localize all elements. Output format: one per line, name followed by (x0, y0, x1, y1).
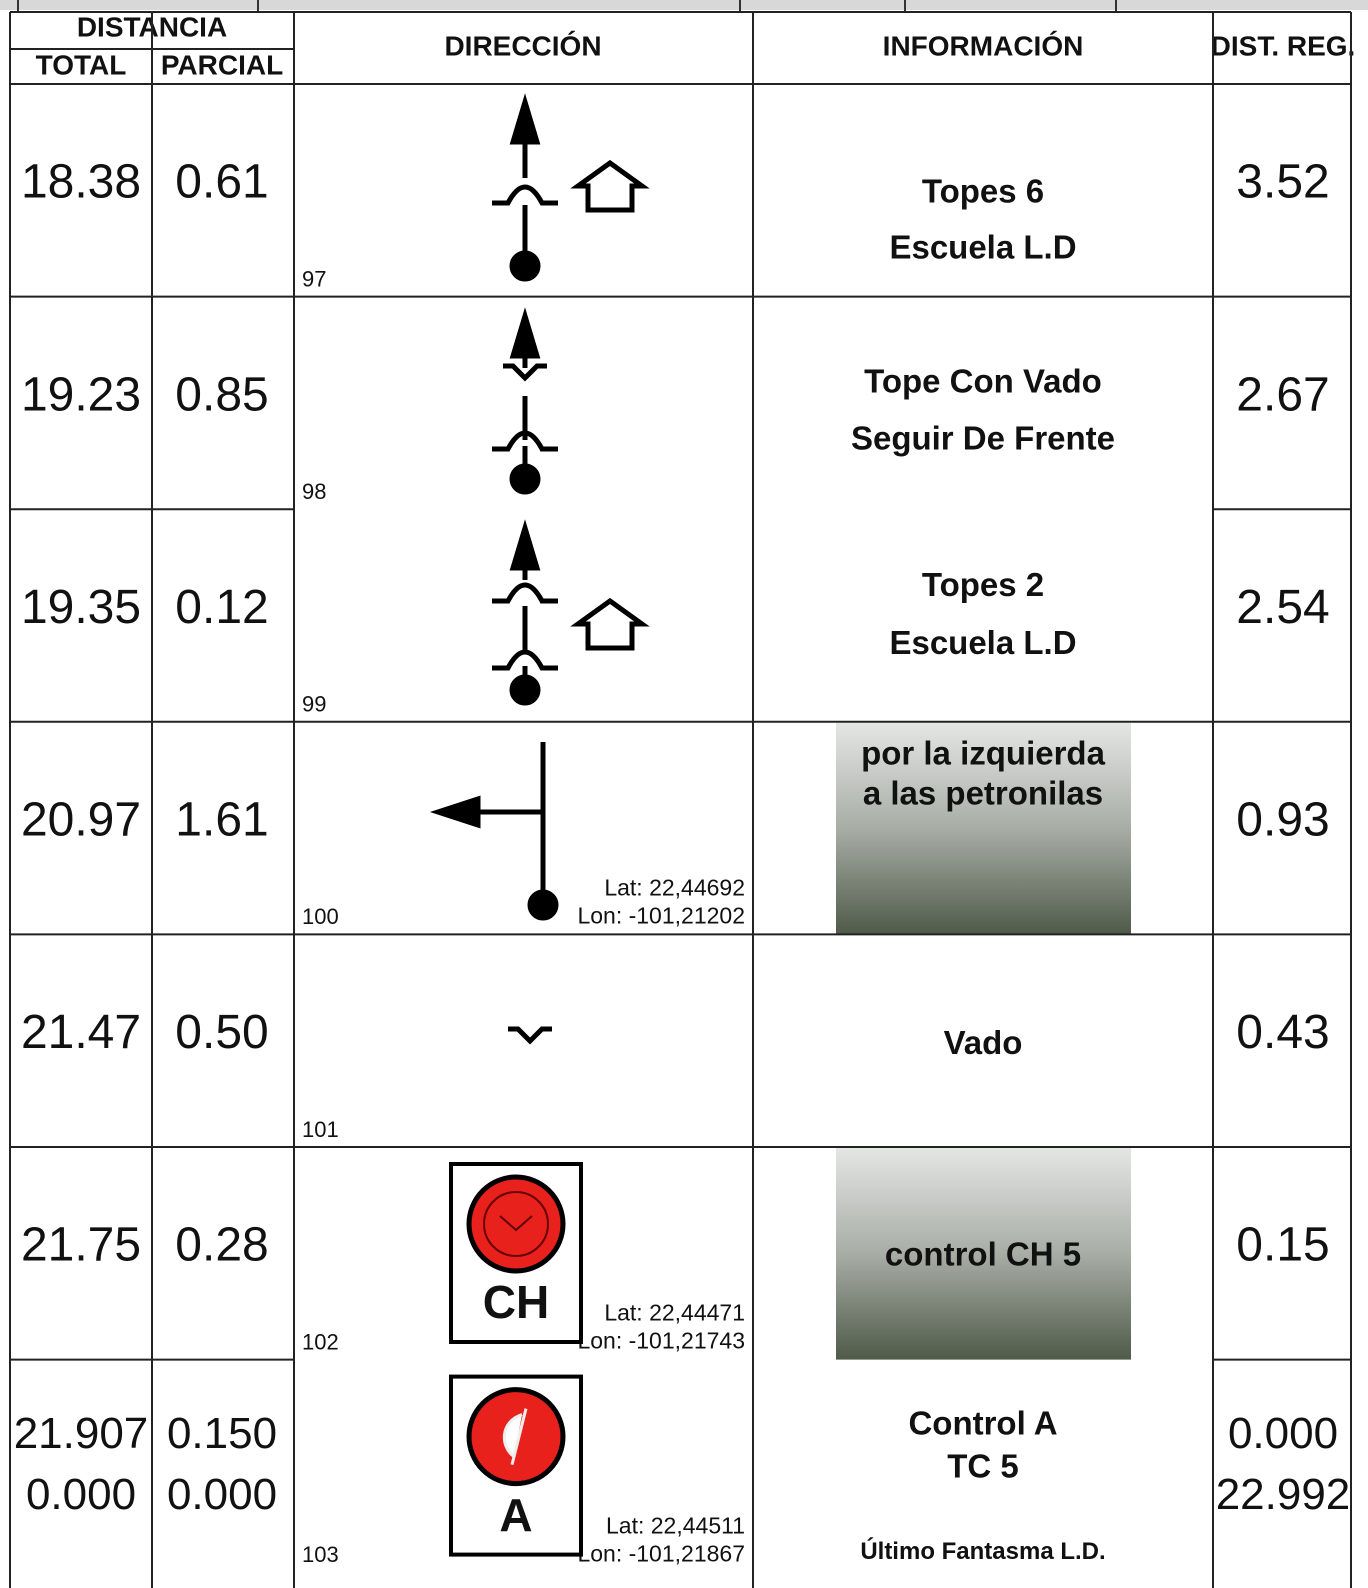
parcial-value: 0.28 (175, 1219, 268, 1272)
dist-reg-value: 0.000 (1228, 1409, 1338, 1458)
badge-label: CH (483, 1276, 549, 1328)
top-strip (0, 0, 1368, 10)
arrow-head (509, 307, 541, 359)
info-text: Tope Con Vado (864, 362, 1102, 399)
start-dot (509, 674, 541, 706)
arrow-head (509, 93, 541, 145)
tope (492, 582, 558, 604)
tope (492, 430, 558, 452)
tope (492, 649, 558, 671)
header-direccion: DIRECCIÓN (444, 30, 601, 61)
icon-line (470, 742, 546, 905)
photo (836, 1148, 1131, 1360)
info-text: Escuela L.D (889, 229, 1076, 266)
tope (492, 184, 558, 206)
row-number: 101 (302, 1117, 339, 1142)
parcial-value: 0.50 (175, 1006, 268, 1059)
total-value: 19.35 (21, 581, 141, 634)
clock-hands (499, 1215, 533, 1232)
parcial-value: 0.000 (167, 1470, 277, 1519)
header-parcial: PARCIAL (161, 49, 283, 80)
total-value: 20.97 (21, 793, 141, 846)
info-text: Último Fantasma L.D. (860, 1537, 1105, 1565)
house (570, 597, 650, 651)
dist-reg-value: 2.67 (1236, 368, 1329, 421)
total-value: 19.23 (21, 368, 141, 421)
info-text: Control A (908, 1404, 1057, 1441)
dist-reg-value: 2.54 (1236, 581, 1329, 634)
total-value: 21.75 (21, 1219, 141, 1272)
row-number: 100 (302, 904, 339, 929)
row-number: 103 (302, 1542, 339, 1567)
info-text: a las petronilas (863, 775, 1103, 812)
header-total: TOTAL (36, 49, 127, 80)
latitude: Lat: 22,44692 (604, 874, 745, 900)
parcial-value: 1.61 (175, 793, 268, 846)
row-number: 102 (302, 1329, 339, 1354)
arrow-head (429, 795, 481, 829)
icons (429, 93, 650, 1045)
total-value: 21.47 (21, 1006, 141, 1059)
info-text: Escuela L.D (889, 624, 1076, 661)
start-dot (509, 250, 541, 282)
info-text: Topes 2 (922, 566, 1044, 603)
latitude: Lat: 22,44471 (604, 1300, 745, 1326)
parcial-value: 0.61 (175, 156, 268, 209)
total-value: 0.000 (26, 1470, 136, 1519)
row-number: 97 (302, 266, 326, 291)
total-value: 18.38 (21, 156, 141, 209)
top-strip-lines (17, 0, 1117, 12)
badge-circle (466, 1174, 566, 1274)
dist-reg-value: 0.93 (1236, 793, 1329, 846)
info-text: control CH 5 (885, 1236, 1081, 1273)
parcial-value: 0.85 (175, 368, 268, 421)
parcial-value: 0.150 (167, 1409, 277, 1458)
dist-reg-value: 0.15 (1236, 1219, 1329, 1272)
row-number: 99 (302, 692, 326, 717)
row-number: 98 (302, 479, 326, 504)
badge-label: A (499, 1489, 532, 1541)
parcial-value: 0.12 (175, 581, 268, 634)
dist-reg-value: 3.52 (1236, 156, 1329, 209)
photo (836, 722, 1131, 935)
start-dot (509, 463, 541, 495)
header-informacion: INFORMACIÓN (883, 30, 1084, 61)
latitude: Lat: 22,44511 (606, 1512, 745, 1538)
vado (508, 1026, 552, 1045)
total-value: 21.907 (14, 1409, 149, 1458)
clock (483, 1191, 549, 1257)
start-dot (527, 889, 559, 921)
info-text: Vado (944, 1024, 1023, 1061)
longitude: Lon: -101,21867 (577, 1540, 745, 1566)
flag (502, 1408, 528, 1465)
info-text: Topes 6 (922, 173, 1044, 210)
longitude: Lon: -101,21202 (577, 902, 745, 928)
house (570, 159, 650, 213)
info-text: por la izquierda (861, 735, 1106, 772)
longitude: Lon: -101,21743 (577, 1328, 745, 1354)
vado (503, 363, 547, 382)
header-dist-reg: DIST. REG. (1211, 30, 1356, 61)
dist-reg-value: 0.43 (1236, 1006, 1329, 1059)
info-text: TC 5 (947, 1447, 1019, 1484)
dist-reg-value: 22.992 (1216, 1470, 1351, 1519)
arrow-head (509, 519, 541, 571)
info-text: Seguir De Frente (851, 419, 1115, 456)
